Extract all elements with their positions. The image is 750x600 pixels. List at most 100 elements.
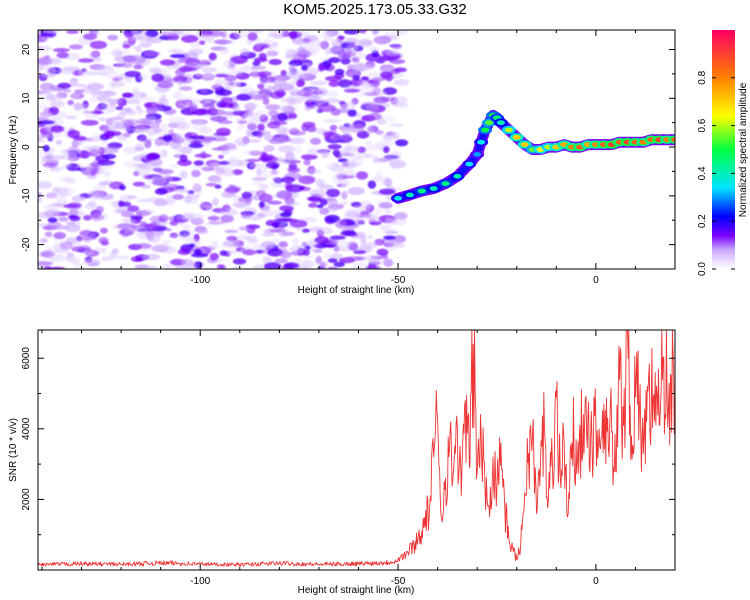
noise-blob [303,158,311,166]
noise-blob [268,42,279,48]
heatmap-x-label: Height of straight line (km) [298,285,415,296]
noise-blob [219,250,228,256]
noise-blob [301,65,308,72]
noise-blob [222,240,239,247]
heatmap-y-label: Frequency (Hz) [8,116,19,185]
noise-blob [257,83,265,90]
noise-blob [65,221,75,226]
noise-blob [141,184,151,189]
noise-blob [100,239,107,245]
noise-blob [319,207,330,215]
noise-blob [327,144,342,150]
noise-blob [48,266,66,269]
noise-blob [224,229,239,234]
noise-blob [366,215,380,223]
noise-blob [122,44,131,49]
noise-blob [83,232,95,239]
noise-blob [115,255,130,260]
noise-blob [262,97,270,105]
noise-blob [267,121,281,129]
noise-blob [241,212,251,219]
noise-blob [223,111,235,116]
noise-blob [174,189,191,194]
signal-ridge [391,109,675,204]
ridge-knot-inner [417,188,426,194]
noise-blob [42,162,58,168]
noise-blob [214,73,229,78]
noise-blob [193,248,202,256]
noise-blob [263,262,282,269]
noise-blob [194,72,213,78]
noise-blob [187,197,199,204]
noise-blob [395,139,409,147]
noise-blob [379,223,394,231]
noise-blob [154,188,168,195]
noise-blob [391,43,403,50]
noise-blob [84,202,98,210]
noise-blob [226,235,238,242]
noise-blob [159,59,176,66]
noise-blob [145,153,158,161]
noise-blob [322,60,332,68]
noise-blob [305,216,318,223]
noise-blob [156,243,171,250]
ridge-knot-inner [481,127,490,133]
ridge-knot-inner [441,181,450,187]
noise-blob [289,219,308,228]
noise-blob [382,175,390,181]
snr-y-tick-label: 4000 [21,417,32,440]
noise-blob [309,137,322,145]
noise-blob [291,58,302,63]
noise-blob [386,50,400,57]
noise-blob [248,238,259,244]
snr-x-tick-label: -50 [391,576,406,587]
noise-blob [337,51,348,60]
noise-blob [227,159,242,168]
noise-blob [347,41,357,46]
noise-blob [389,59,406,64]
noise-blob [333,261,345,267]
noise-blob [258,193,273,203]
noise-blob [343,88,361,93]
noise-blob [181,34,199,43]
noise-blob [141,208,155,215]
noise-blob [281,176,296,184]
noise-blob [283,262,300,269]
noise-blob [188,102,198,112]
noise-blob [314,243,328,249]
noise-blob [153,119,161,124]
noise-blob [196,63,209,69]
noise-blob [218,154,224,159]
noise-blob [55,140,63,145]
noise-blob [144,175,153,180]
noise-blob [103,130,115,139]
noise-blob [110,81,126,87]
snr-x-label: Height of straight line (km) [298,585,415,596]
noise-blob [295,258,302,265]
noise-blob [38,135,46,144]
noise-blob [247,32,258,41]
noise-blob [200,89,208,93]
noise-blob [157,81,174,89]
noise-blob [332,149,341,157]
noise-blob [180,138,193,145]
noise-blob [234,137,250,145]
noise-blob [183,73,193,78]
snr-series-line [38,330,675,567]
noise-blob [135,257,144,262]
noise-blob [291,237,299,246]
noise-blob [379,66,387,73]
noise-blob [179,170,188,179]
noise-blob [387,240,401,246]
noise-blob [323,252,331,259]
noise-blob [324,214,340,223]
noise-blob [339,107,350,114]
colorbar [712,30,735,269]
noise-blob [374,238,385,246]
noise-blob [277,112,288,122]
snr-y-tick-label: 6000 [21,347,32,370]
noise-blob [314,236,330,244]
noise-blob [278,241,288,248]
noise-blob [393,67,407,73]
